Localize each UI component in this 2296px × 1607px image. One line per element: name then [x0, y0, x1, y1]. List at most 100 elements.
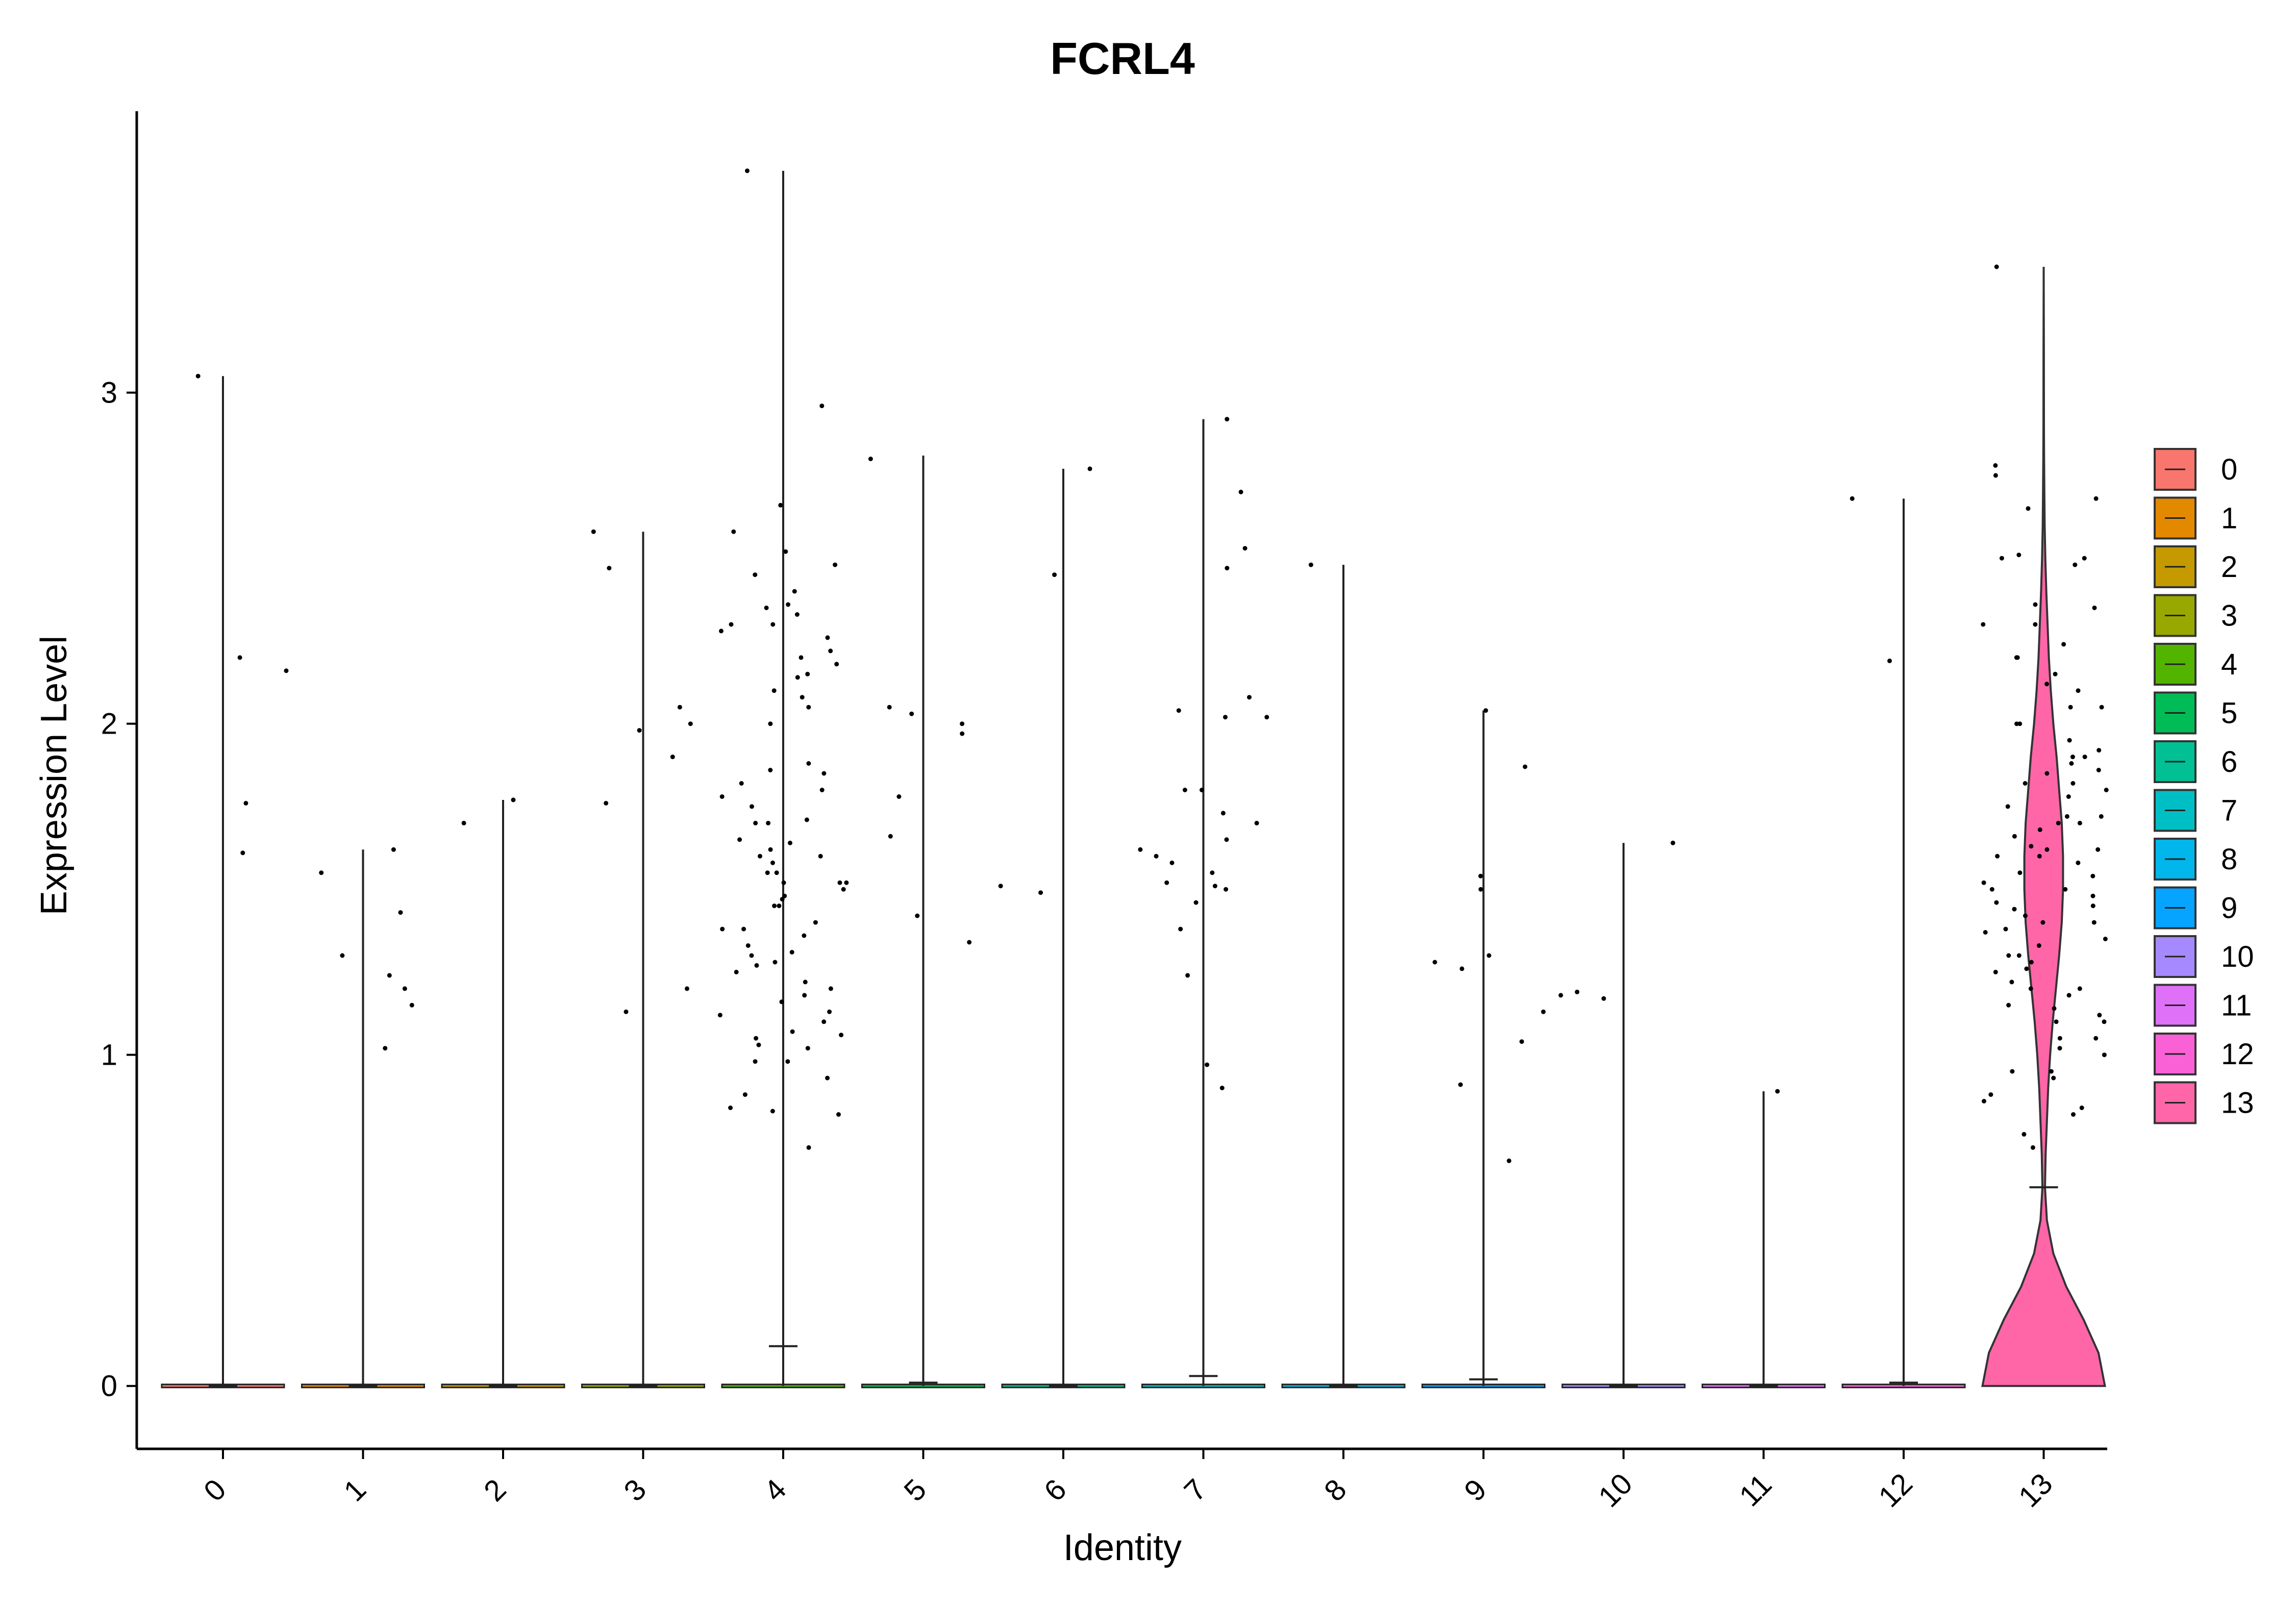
point-13-29 [2012, 834, 2017, 839]
point-4-54 [802, 933, 807, 938]
point-4-50 [719, 794, 725, 799]
point-13-25 [2070, 755, 2075, 760]
point-7-23 [1182, 788, 1187, 792]
point-3-2 [677, 705, 682, 710]
point-0-4 [243, 800, 248, 806]
point-4-12 [841, 887, 846, 892]
legend-label-6: 6 [2221, 745, 2237, 779]
point-5-1 [888, 834, 893, 839]
point-0-2 [237, 655, 242, 660]
point-13-22 [2082, 556, 2087, 561]
point-13-7 [2005, 804, 2010, 809]
point-4-62 [719, 629, 723, 634]
legend-key-5 [2154, 691, 2197, 735]
point-13-27 [2066, 794, 2071, 799]
point-7-11 [1223, 715, 1228, 720]
point-4-70 [844, 880, 849, 885]
point-1-6 [340, 953, 345, 958]
point-9-3 [1541, 1009, 1546, 1014]
point-1-3 [387, 973, 392, 978]
point-4-24 [792, 589, 797, 594]
point-4-8 [737, 837, 742, 842]
point-13-39 [2051, 1075, 2056, 1081]
point-13-33 [1994, 900, 1999, 905]
point-4-56 [779, 999, 784, 1005]
point-11-0 [1775, 1089, 1780, 1094]
point-7-5 [1176, 708, 1181, 713]
point-3-1 [604, 800, 609, 806]
point-5-2 [915, 913, 920, 918]
point-4-13 [777, 903, 782, 909]
point-13-45 [2097, 748, 2102, 753]
point-4-27 [768, 721, 773, 726]
point-13-11 [1989, 887, 1994, 892]
point-13-42 [2033, 622, 2038, 627]
point-13-16 [2009, 980, 2014, 985]
point-4-4 [770, 622, 776, 627]
point-13-58 [2026, 506, 2031, 511]
point-4-78 [728, 1106, 733, 1110]
point-13-55 [2102, 1052, 2107, 1058]
y-tick-label-3: 3 [101, 376, 117, 410]
point-4-11 [781, 880, 786, 885]
point-4-63 [798, 655, 804, 660]
point-6-0 [1052, 572, 1057, 577]
point-13-57 [2030, 1145, 2035, 1150]
point-4-48 [795, 675, 800, 680]
point-4-22 [806, 1145, 811, 1150]
point-13-46 [2096, 768, 2101, 772]
point-4-26 [805, 671, 810, 676]
point-3-5 [591, 529, 596, 534]
point-4-69 [818, 853, 823, 859]
point-13-67 [2063, 887, 2068, 892]
point-4-46 [786, 602, 791, 607]
point-4-23 [731, 529, 736, 534]
point-13-69 [2016, 953, 2022, 958]
point-13-65 [2077, 820, 2082, 825]
point-12-1 [1850, 496, 1855, 501]
point-13-4 [2068, 705, 2073, 710]
point-12-0 [1887, 658, 1892, 663]
point-13-63 [2069, 761, 2074, 766]
x-tick-label-5: 5 [897, 1473, 933, 1508]
legend-key-13 [2154, 1081, 2197, 1124]
point-4-31 [768, 847, 773, 852]
point-9-0 [1459, 966, 1464, 971]
point-4-57 [839, 1033, 844, 1038]
legend-label-9: 9 [2221, 892, 2237, 925]
y-tick-label-1: 1 [101, 1039, 117, 1072]
point-7-6 [1138, 847, 1143, 852]
point-4-77 [805, 1046, 810, 1051]
point-13-81 [2070, 781, 2076, 786]
point-4-34 [772, 903, 777, 909]
point-3-0 [607, 566, 612, 571]
point-9-6 [1523, 764, 1528, 769]
point-4-5 [771, 688, 777, 693]
point-9-4 [1507, 1158, 1512, 1163]
point-13-14 [2103, 937, 2108, 941]
point-13-5 [2067, 738, 2072, 743]
point-10-2 [1601, 996, 1606, 1001]
point-3-4 [685, 986, 689, 991]
point-13-35 [2036, 943, 2041, 948]
point-6-2 [1038, 890, 1043, 895]
point-13-60 [2092, 606, 2097, 610]
x-tick-label-7: 7 [1178, 1473, 1213, 1508]
violin-13 [1981, 266, 2106, 1387]
point-4-45 [778, 503, 783, 508]
point-4-7 [739, 781, 744, 786]
x-tick-label-3: 3 [617, 1473, 653, 1508]
point-4-71 [780, 897, 785, 902]
point-3-6 [637, 728, 642, 733]
point-13-41 [2033, 602, 2038, 607]
point-13-88 [2093, 1036, 2099, 1041]
point-7-7 [1169, 860, 1175, 865]
point-6-3 [1087, 466, 1092, 471]
point-13-73 [2049, 1069, 2054, 1074]
point-13-71 [2054, 1019, 2059, 1024]
x-tick-label-6: 6 [1038, 1473, 1073, 1508]
point-10-0 [1575, 989, 1580, 994]
point-13-82 [2099, 814, 2104, 819]
legend-label-5: 5 [2221, 697, 2237, 730]
